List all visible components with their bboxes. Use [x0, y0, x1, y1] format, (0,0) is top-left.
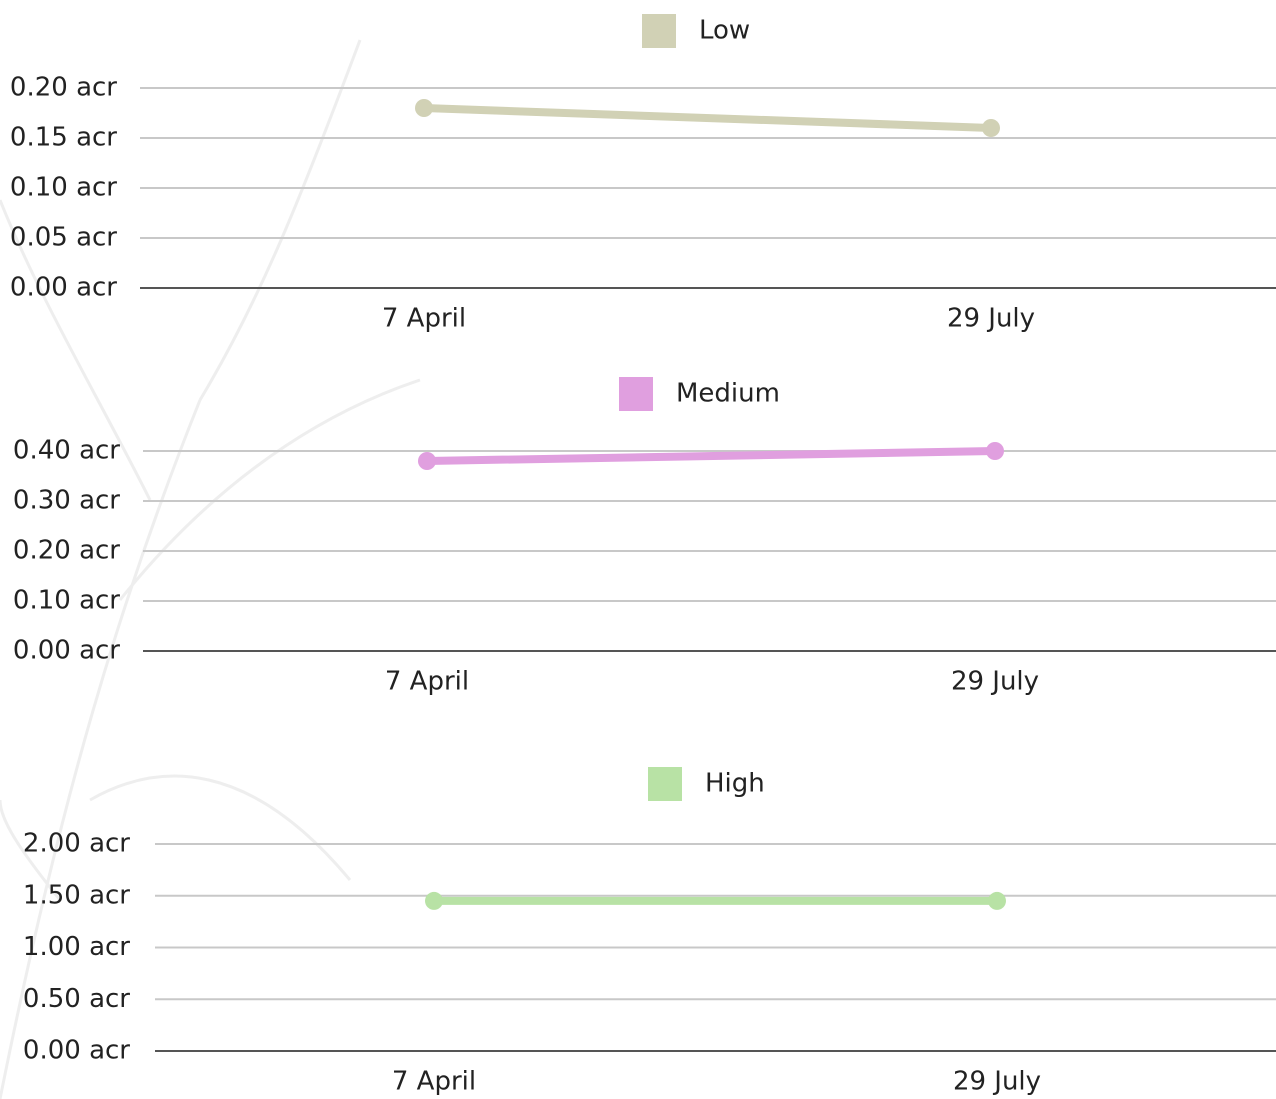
- y-tick-label: 0.50 acr: [23, 984, 130, 1014]
- x-tick-label: 29 July: [953, 1067, 1041, 1097]
- legend-swatch: [648, 767, 682, 801]
- series-line: [427, 451, 995, 461]
- y-tick-label: 1.50 acr: [23, 880, 130, 910]
- y-tick-label: 0.15 acr: [10, 123, 117, 153]
- data-point: [415, 99, 433, 117]
- x-tick-label: 7 April: [392, 1067, 476, 1097]
- legend-label: Medium: [676, 379, 780, 409]
- data-point: [425, 892, 443, 910]
- legend-label: High: [705, 769, 765, 799]
- y-tick-label: 0.00 acr: [10, 273, 117, 303]
- y-tick-label: 2.00 acr: [23, 829, 130, 859]
- y-tick-label: 0.10 acr: [13, 586, 120, 616]
- legend-label: Low: [699, 16, 750, 46]
- chart-page: 0.00 acr 0.05 acr 0.10 acr 0.15 acr 0.20 acr…: [0, 0, 1276, 1099]
- x-tick-label: 7 April: [382, 304, 466, 334]
- y-tick-label: 0.00 acr: [23, 1036, 130, 1066]
- data-point: [982, 119, 1000, 137]
- y-tick-label: 0.00 acr: [13, 636, 120, 666]
- y-tick-label: 0.20 acr: [13, 536, 120, 566]
- series-line: [424, 108, 991, 128]
- y-tick-label: 0.20 acr: [10, 73, 117, 103]
- data-point: [986, 442, 1004, 460]
- x-tick-label: 29 July: [951, 667, 1039, 697]
- y-tick-label: 0.40 acr: [13, 436, 120, 466]
- legend-swatch: [619, 377, 653, 411]
- x-tick-label: 29 July: [947, 304, 1035, 334]
- data-point: [418, 452, 436, 470]
- legend-swatch: [642, 14, 676, 48]
- data-point: [988, 892, 1006, 910]
- y-tick-label: 1.00 acr: [23, 932, 130, 962]
- x-tick-label: 7 April: [385, 667, 469, 697]
- y-tick-label: 0.30 acr: [13, 486, 120, 516]
- y-tick-label: 0.10 acr: [10, 173, 117, 203]
- y-tick-label: 0.05 acr: [10, 223, 117, 253]
